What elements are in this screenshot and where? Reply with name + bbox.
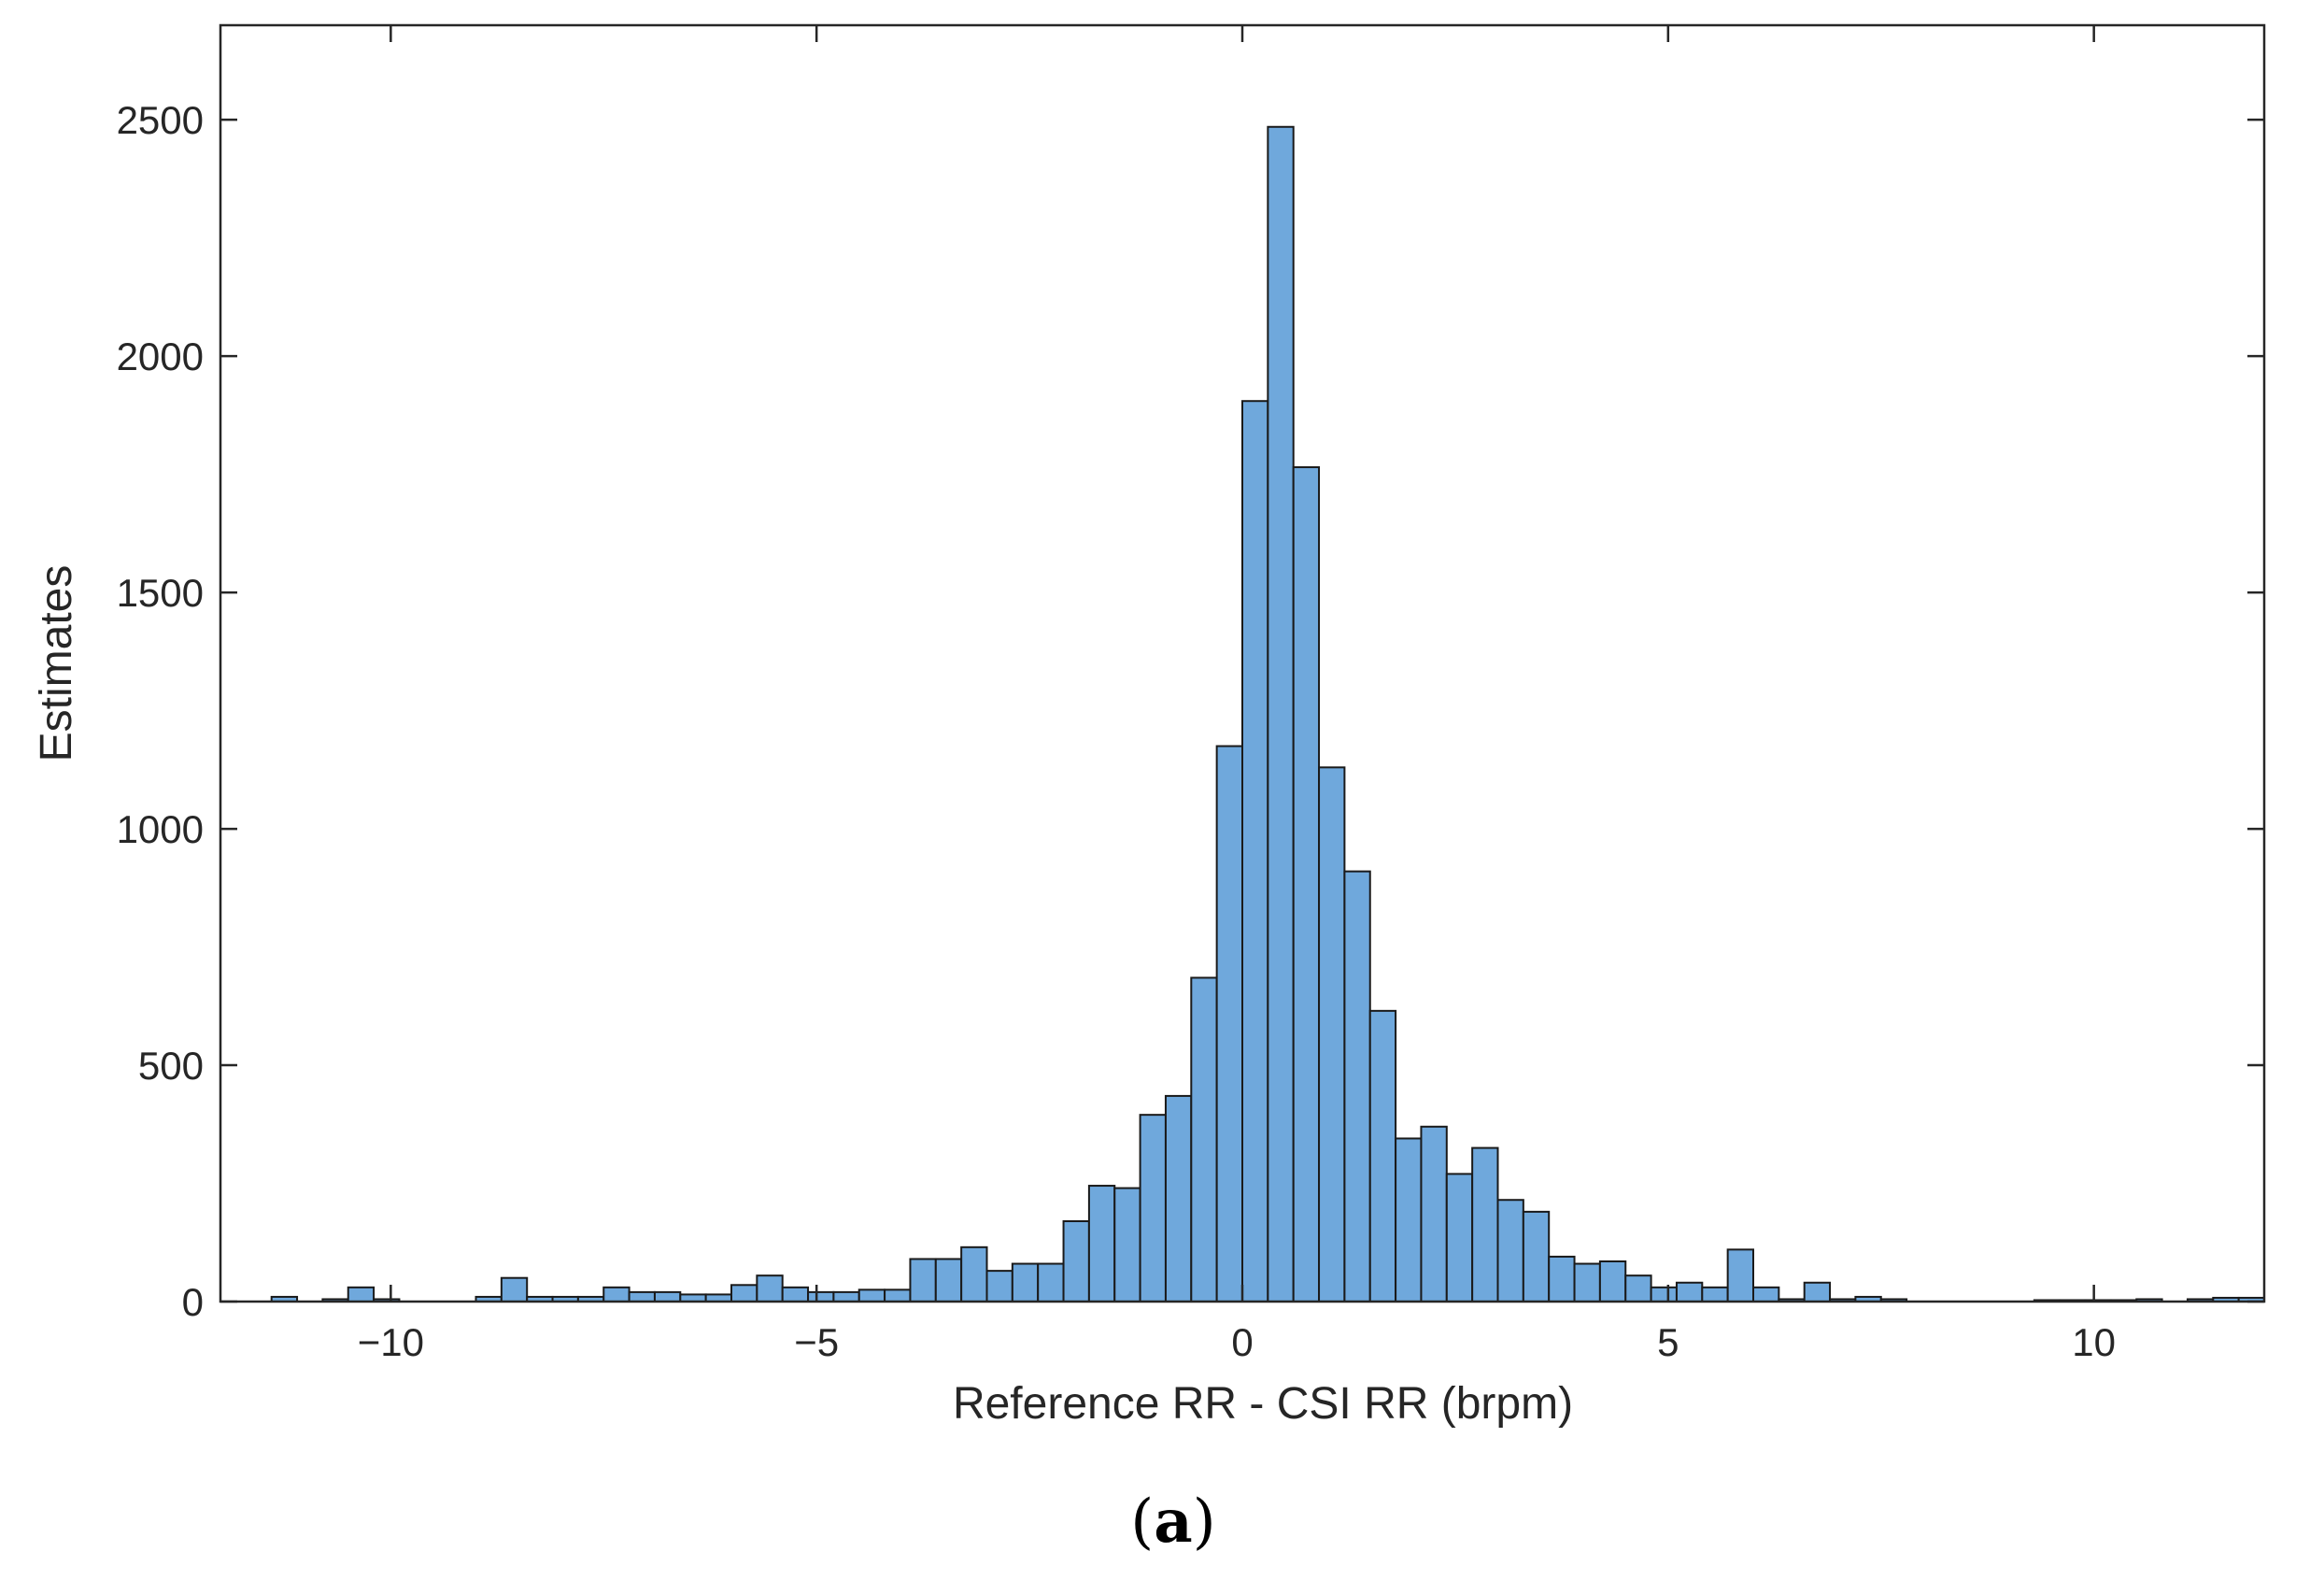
histogram-bar — [1726, 1248, 1755, 1302]
histogram-bar — [1241, 400, 1269, 1302]
histogram-bar — [857, 1288, 886, 1302]
histogram-bar — [1368, 1009, 1397, 1303]
histogram-bar — [781, 1286, 810, 1303]
histogram-bar — [1318, 766, 1346, 1302]
histogram-bar — [1445, 1173, 1474, 1303]
histogram-bars — [270, 125, 2265, 1303]
histogram-bar — [1292, 466, 1321, 1303]
histogram-bar — [1522, 1210, 1551, 1302]
histogram-bar — [1624, 1274, 1652, 1302]
histogram-bar — [653, 1290, 682, 1302]
histogram-bar — [347, 1286, 376, 1303]
histogram-bar — [832, 1290, 860, 1302]
y-axis: 0 500 1000 1500 2000 2500 — [117, 98, 2264, 1324]
histogram-bar — [884, 1288, 912, 1302]
histogram-bar — [500, 1276, 529, 1303]
y-tick-label: 2000 — [117, 335, 204, 378]
x-tick-label: −10 — [358, 1320, 424, 1364]
histogram-bar — [1598, 1260, 1627, 1303]
histogram-bar — [756, 1274, 784, 1302]
histogram-bar — [1011, 1262, 1040, 1302]
y-tick-label: 1000 — [117, 807, 204, 851]
histogram-bar — [1803, 1281, 1832, 1302]
x-tick-label: 0 — [1231, 1320, 1253, 1364]
histogram-bar — [1548, 1255, 1576, 1302]
histogram-bar — [1496, 1199, 1524, 1303]
histogram-bar — [1650, 1286, 1678, 1303]
histogram-bar — [628, 1290, 656, 1302]
y-axis-label: Estimates — [32, 565, 81, 762]
histogram-bar — [934, 1258, 963, 1303]
histogram-bar — [1675, 1281, 1704, 1302]
histogram-bar — [602, 1286, 631, 1303]
histogram-bar — [1164, 1094, 1193, 1303]
histogram-bar — [1752, 1286, 1780, 1303]
histogram-bar — [1471, 1146, 1499, 1303]
histogram-bar — [1267, 125, 1295, 1303]
histogram-bar — [1573, 1262, 1601, 1302]
histogram-bar — [1343, 870, 1371, 1302]
histogram-bar — [985, 1270, 1013, 1303]
histogram-bar — [730, 1284, 758, 1303]
histogram-bar — [1190, 976, 1218, 1303]
histogram-bar — [1087, 1185, 1116, 1302]
histogram-bar — [1113, 1187, 1141, 1302]
x-tick-label: −5 — [794, 1320, 839, 1364]
x-axis: −10 −5 0 5 10 — [358, 25, 2116, 1364]
histogram-bar — [1139, 1114, 1167, 1303]
histogram-bar — [1215, 745, 1244, 1302]
x-axis-label: Reference RR - CSI RR (brpm) — [953, 1379, 1573, 1429]
histogram-bar — [960, 1245, 988, 1302]
y-tick-label: 1500 — [117, 571, 204, 615]
histogram-bar — [1701, 1286, 1729, 1303]
x-tick-label: 5 — [1657, 1320, 1679, 1364]
histogram-bar — [1420, 1125, 1448, 1302]
y-tick-label: 0 — [182, 1280, 204, 1324]
histogram-bar — [909, 1258, 937, 1303]
x-tick-label: 10 — [2072, 1320, 2116, 1364]
y-tick-label: 2500 — [117, 98, 204, 142]
histogram-bar — [807, 1290, 835, 1302]
y-tick-label: 500 — [138, 1044, 204, 1088]
histogram-bar — [1062, 1219, 1090, 1302]
histogram-bar — [1037, 1262, 1065, 1302]
figure-caption: (a) — [1130, 1487, 1215, 1557]
histogram-bar — [1395, 1137, 1423, 1303]
